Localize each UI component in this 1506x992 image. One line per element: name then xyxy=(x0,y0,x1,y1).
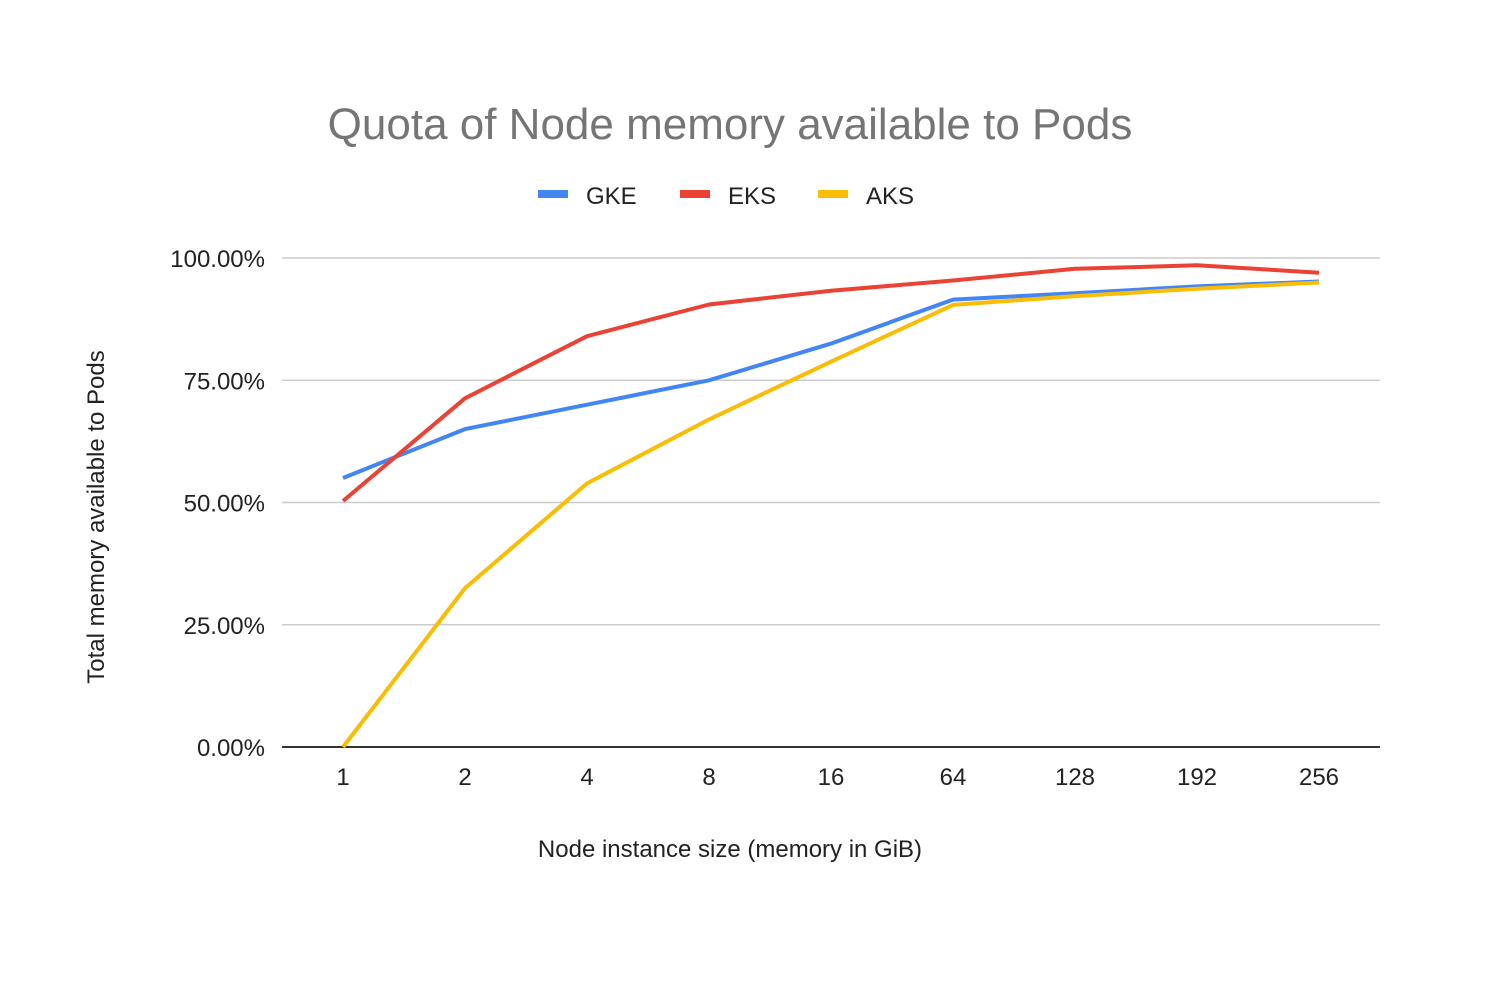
y-tick-label: 75.00% xyxy=(184,368,265,395)
x-axis-label: Node instance size (memory in GiB) xyxy=(538,836,922,863)
series-line-aks xyxy=(341,280,1320,749)
gridlines xyxy=(282,257,1380,748)
series-lines xyxy=(341,263,1320,749)
y-axis-ticks: 0.00% 25.00% 50.00% 75.00% 100.00% xyxy=(170,246,265,762)
x-tick-label: 8 xyxy=(702,764,715,791)
series-line-eks xyxy=(341,263,1320,503)
y-tick-label: 25.00% xyxy=(184,613,265,640)
legend-label-eks: EKS xyxy=(728,183,776,210)
chart-title: Quota of Node memory available to Pods xyxy=(328,100,1133,149)
y-tick-label: 100.00% xyxy=(170,246,265,273)
x-axis-ticks: 1 2 4 8 16 64 128 192 256 xyxy=(336,764,1339,791)
legend-label-gke: GKE xyxy=(586,183,637,210)
legend-swatch-gke xyxy=(538,190,568,198)
legend-label-aks: AKS xyxy=(866,183,914,210)
y-tick-label: 50.00% xyxy=(184,491,265,518)
x-tick-label: 4 xyxy=(580,764,593,791)
x-tick-label: 192 xyxy=(1177,764,1217,791)
x-tick-label: 2 xyxy=(458,764,471,791)
x-tick-label: 64 xyxy=(940,764,967,791)
x-tick-label: 256 xyxy=(1299,764,1339,791)
legend: GKE EKS AKS xyxy=(538,183,914,210)
legend-swatch-aks xyxy=(818,190,848,198)
legend-swatch-eks xyxy=(680,190,710,198)
y-axis-label: Total memory available to Pods xyxy=(83,350,110,684)
x-tick-label: 1 xyxy=(336,764,349,791)
x-tick-label: 128 xyxy=(1055,764,1095,791)
y-tick-label: 0.00% xyxy=(197,735,265,762)
x-tick-label: 16 xyxy=(818,764,845,791)
